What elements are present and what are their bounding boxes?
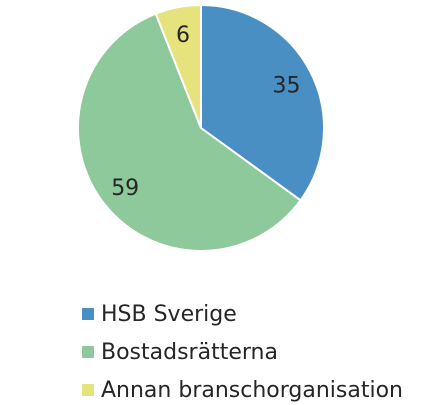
- legend-label: Bostadsrätterna: [101, 340, 278, 365]
- pie-slice: [154, 3, 202, 129]
- data-label: 6: [176, 23, 190, 48]
- data-label: 35: [272, 73, 300, 98]
- legend-swatch: [82, 346, 94, 358]
- legend-swatch: [82, 308, 94, 320]
- legend-swatch: [82, 384, 94, 396]
- data-label: 59: [111, 176, 139, 201]
- legend-label: HSB Sverige: [101, 302, 237, 327]
- legend-label: Annan branschorganisation: [101, 378, 403, 403]
- pie-slice: [200, 3, 325, 202]
- pie-slice: [77, 12, 302, 252]
